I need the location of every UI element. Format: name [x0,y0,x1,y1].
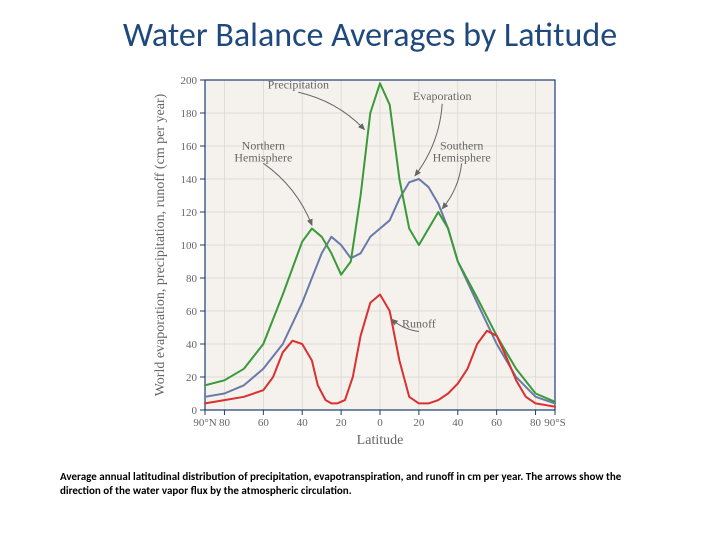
svg-text:20: 20 [186,372,198,384]
svg-text:100: 100 [181,240,198,252]
chart-caption: Average annual latitudinal distribution … [60,470,660,498]
svg-text:60: 60 [258,417,270,429]
water-balance-chart: 90°N8060402002040608090°S020406080100120… [150,70,570,450]
svg-text:80: 80 [186,273,198,285]
svg-text:0: 0 [377,417,383,429]
svg-text:160: 160 [181,141,198,153]
svg-text:Evaporation: Evaporation [413,89,472,103]
svg-text:40: 40 [452,417,464,429]
svg-text:180: 180 [181,108,198,120]
svg-text:Hemisphere: Hemisphere [433,150,491,164]
svg-text:Precipitation: Precipitation [268,77,329,91]
page-title: Water Balance Averages by Latitude [70,15,670,56]
svg-text:60: 60 [491,417,503,429]
svg-text:200: 200 [181,75,198,87]
svg-text:80: 80 [530,417,542,429]
svg-text:Hemisphere: Hemisphere [234,150,292,164]
svg-text:20: 20 [336,417,348,429]
svg-text:90°S: 90°S [544,417,566,429]
svg-text:40: 40 [297,417,309,429]
svg-text:140: 140 [181,174,198,186]
svg-text:90°N: 90°N [193,417,216,429]
svg-text:20: 20 [413,417,425,429]
svg-text:120: 120 [181,207,198,219]
svg-text:60: 60 [186,306,198,318]
svg-text:World evaporation, precipitati: World evaporation, precipitation, runoff… [153,93,168,396]
svg-text:40: 40 [186,339,198,351]
svg-text:Latitude: Latitude [357,433,404,448]
svg-text:0: 0 [192,405,198,417]
svg-text:80: 80 [219,417,231,429]
